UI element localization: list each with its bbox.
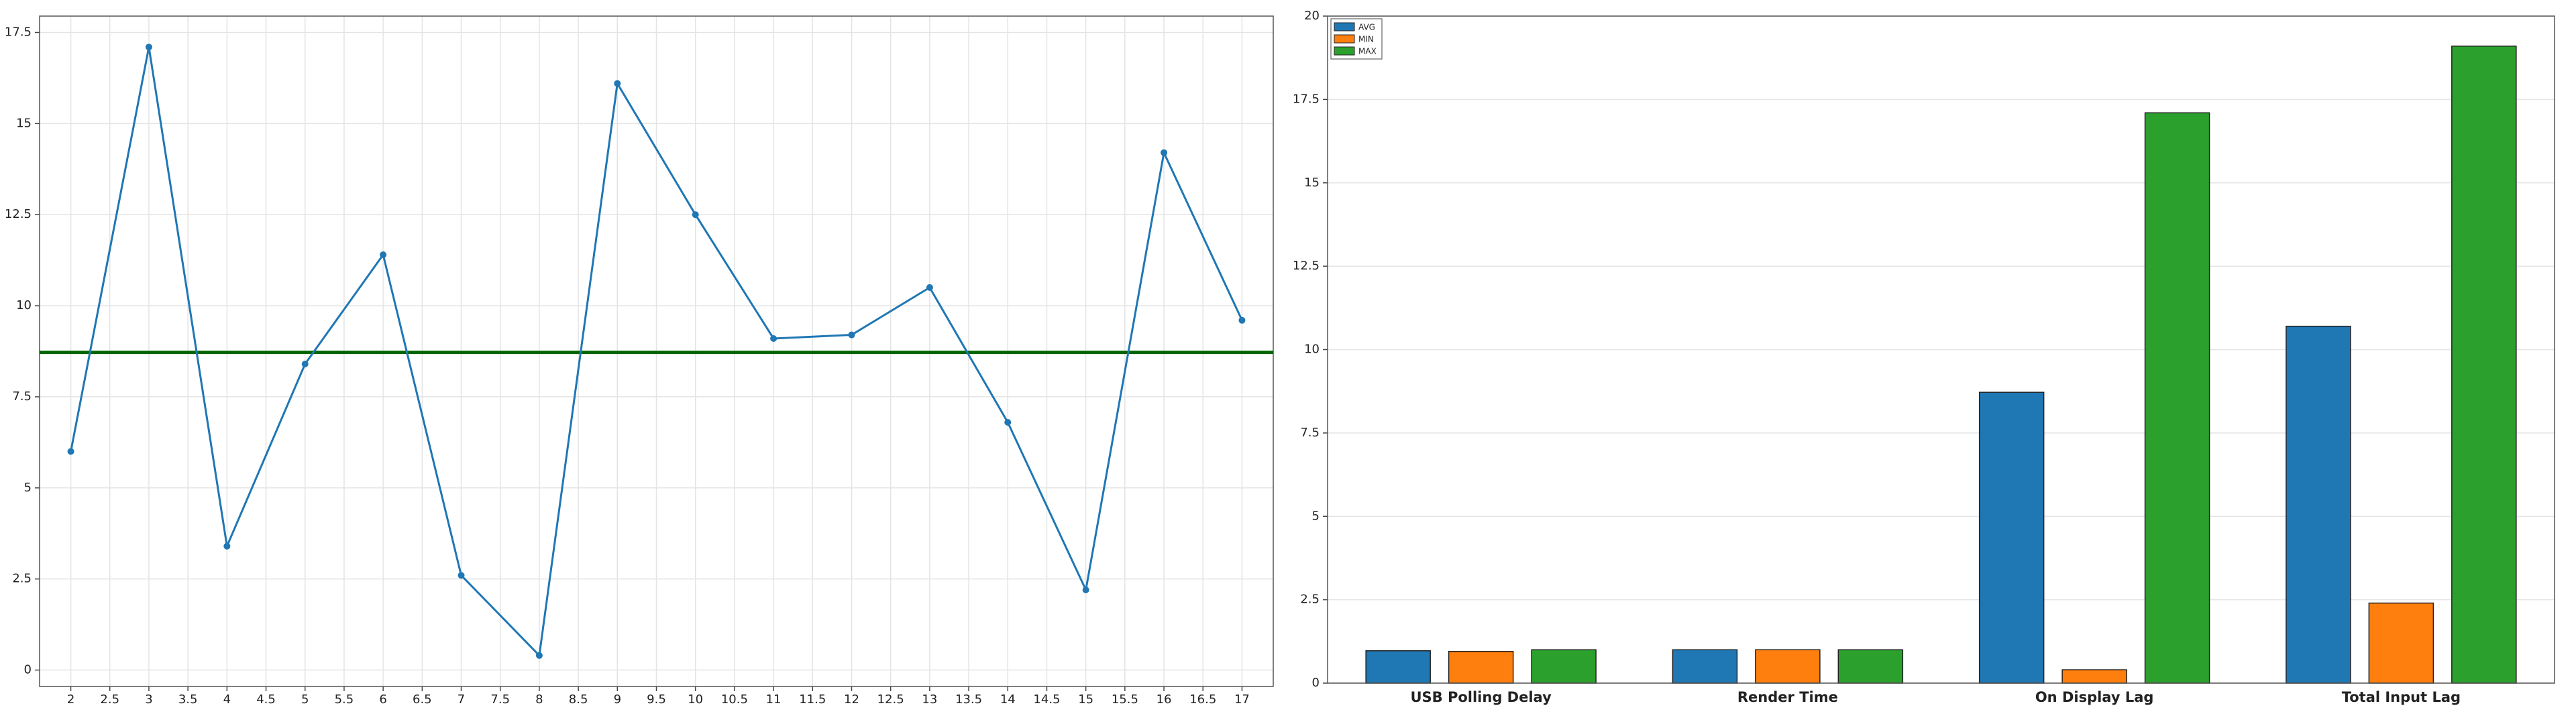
category-label: Total Input Lag bbox=[2342, 689, 2461, 705]
bar bbox=[2368, 602, 2434, 684]
x-tick-label: 3 bbox=[145, 692, 152, 707]
y-tick-label: 12.5 bbox=[5, 207, 32, 221]
bar bbox=[1365, 650, 1431, 684]
data-point bbox=[848, 331, 855, 339]
x-tick-label: 7 bbox=[458, 692, 465, 707]
bar bbox=[1755, 649, 1821, 684]
x-tick-label: 16 bbox=[1157, 692, 1172, 707]
y-tick-label: 2.5 bbox=[1300, 593, 1320, 607]
x-tick-label: 11 bbox=[766, 692, 782, 707]
x-tick-label: 5.5 bbox=[335, 692, 354, 707]
data-point bbox=[67, 448, 74, 455]
data-point bbox=[770, 335, 777, 342]
data-point bbox=[301, 361, 309, 368]
x-tick-label: 4 bbox=[223, 692, 231, 707]
x-tick-label: 9.5 bbox=[647, 692, 666, 707]
y-tick-label: 7.5 bbox=[1300, 426, 1320, 440]
y-tick-label: 10 bbox=[1304, 343, 1320, 357]
bar bbox=[1531, 649, 1597, 684]
x-tick-label: 6 bbox=[379, 692, 386, 707]
bar bbox=[1448, 650, 1514, 684]
x-tick-label: 7.5 bbox=[490, 692, 510, 707]
y-tick-label: 20 bbox=[1304, 9, 1320, 23]
bar bbox=[2451, 46, 2517, 684]
x-tick-label: 17 bbox=[1234, 692, 1250, 707]
data-point bbox=[223, 542, 231, 550]
data-point bbox=[1161, 149, 1168, 156]
category-label: On Display Lag bbox=[2035, 689, 2154, 705]
data-point bbox=[1082, 586, 1089, 593]
bar bbox=[1978, 391, 2045, 684]
y-tick-label: 15 bbox=[1304, 176, 1320, 190]
x-tick-label: 12.5 bbox=[877, 692, 904, 707]
x-tick-label: 14 bbox=[1000, 692, 1016, 707]
bar bbox=[2286, 325, 2351, 684]
legend-label: MIN bbox=[1358, 35, 1374, 44]
x-tick-label: 13 bbox=[922, 692, 937, 707]
data-point bbox=[380, 251, 387, 258]
y-tick-label: 0 bbox=[1312, 676, 1320, 690]
legend-label: AVG bbox=[1358, 23, 1375, 32]
y-tick-label: 10 bbox=[16, 298, 32, 312]
x-tick-label: 10 bbox=[688, 692, 703, 707]
category-label: USB Polling Delay bbox=[1410, 689, 1552, 705]
bar bbox=[1672, 649, 1738, 684]
x-tick-label: 15 bbox=[1078, 692, 1093, 707]
data-point bbox=[926, 284, 933, 291]
bar bbox=[2144, 112, 2210, 684]
y-tick-label: 5 bbox=[24, 481, 32, 495]
x-tick-label: 10.5 bbox=[721, 692, 748, 707]
data-line bbox=[70, 46, 1243, 658]
x-tick-label: 5 bbox=[301, 692, 309, 707]
y-tick-label: 7.5 bbox=[12, 389, 32, 404]
data-point bbox=[535, 652, 543, 659]
legend-swatch bbox=[1334, 46, 1355, 56]
x-tick-label: 12 bbox=[844, 692, 859, 707]
data-point bbox=[458, 572, 465, 579]
x-tick-label: 6.5 bbox=[413, 692, 432, 707]
x-tick-label: 11.5 bbox=[799, 692, 826, 707]
y-tick-label: 17.5 bbox=[1293, 92, 1320, 106]
data-point bbox=[692, 211, 699, 219]
x-tick-label: 16.5 bbox=[1189, 692, 1216, 707]
y-tick-label: 12.5 bbox=[1293, 259, 1320, 273]
y-tick-label: 2.5 bbox=[12, 572, 32, 586]
bar bbox=[2061, 669, 2127, 684]
x-tick-label: 8 bbox=[535, 692, 543, 707]
data-point bbox=[614, 80, 621, 87]
y-tick-label: 5 bbox=[1312, 509, 1320, 523]
data-point bbox=[1238, 316, 1246, 324]
y-tick-label: 17.5 bbox=[5, 25, 32, 39]
x-tick-label: 2.5 bbox=[100, 692, 119, 707]
x-tick-label: 15.5 bbox=[1112, 692, 1138, 707]
y-tick-label: 15 bbox=[16, 116, 32, 130]
legend-swatch bbox=[1334, 34, 1355, 44]
bar bbox=[1837, 649, 1904, 684]
plot-frame bbox=[1327, 15, 2555, 684]
x-tick-label: 9 bbox=[614, 692, 621, 707]
legend-swatch bbox=[1334, 22, 1355, 32]
legend-label: MAX bbox=[1358, 47, 1377, 56]
x-tick-label: 13.5 bbox=[955, 692, 982, 707]
y-tick-label: 0 bbox=[24, 663, 32, 677]
data-point bbox=[1004, 418, 1012, 426]
x-tick-label: 4.5 bbox=[256, 692, 276, 707]
category-label: Render Time bbox=[1737, 689, 1838, 705]
x-tick-label: 2 bbox=[67, 692, 74, 707]
x-tick-label: 3.5 bbox=[178, 692, 198, 707]
x-tick-label: 14.5 bbox=[1033, 692, 1060, 707]
x-tick-label: 8.5 bbox=[569, 692, 588, 707]
data-point bbox=[145, 44, 152, 51]
